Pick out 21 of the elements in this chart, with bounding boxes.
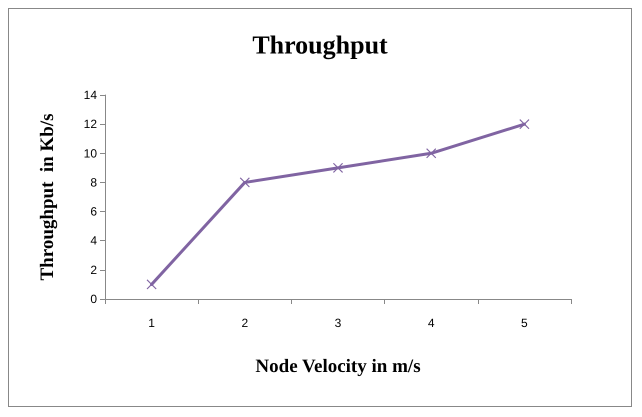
y-tick-label: 10: [84, 146, 98, 160]
x-tick-label: 2: [241, 316, 248, 330]
y-tick-label: 12: [84, 117, 98, 132]
y-tick-label: 0: [90, 292, 98, 306]
point: [146, 279, 157, 290]
y-tick-label: 2: [90, 262, 98, 277]
x-axis-title: Node Velocity in m/s: [255, 356, 421, 377]
y-tick-label: 14: [84, 88, 98, 102]
y-axis-title: Throughput in Kb/s: [37, 113, 58, 281]
x-tick-label: 3: [334, 316, 342, 330]
x-tick-label: 1: [148, 316, 156, 330]
y-tick-label: 4: [90, 234, 98, 248]
x-tick-label: 4: [428, 316, 435, 330]
x-tick-label: 5: [521, 316, 528, 330]
y-tick-label: 6: [90, 204, 98, 219]
point: [519, 119, 530, 130]
point: [333, 162, 343, 173]
y-tick-label: 8: [90, 175, 98, 190]
point: [240, 177, 250, 188]
chart-title: Throughput: [252, 30, 388, 60]
point: [426, 148, 436, 158]
